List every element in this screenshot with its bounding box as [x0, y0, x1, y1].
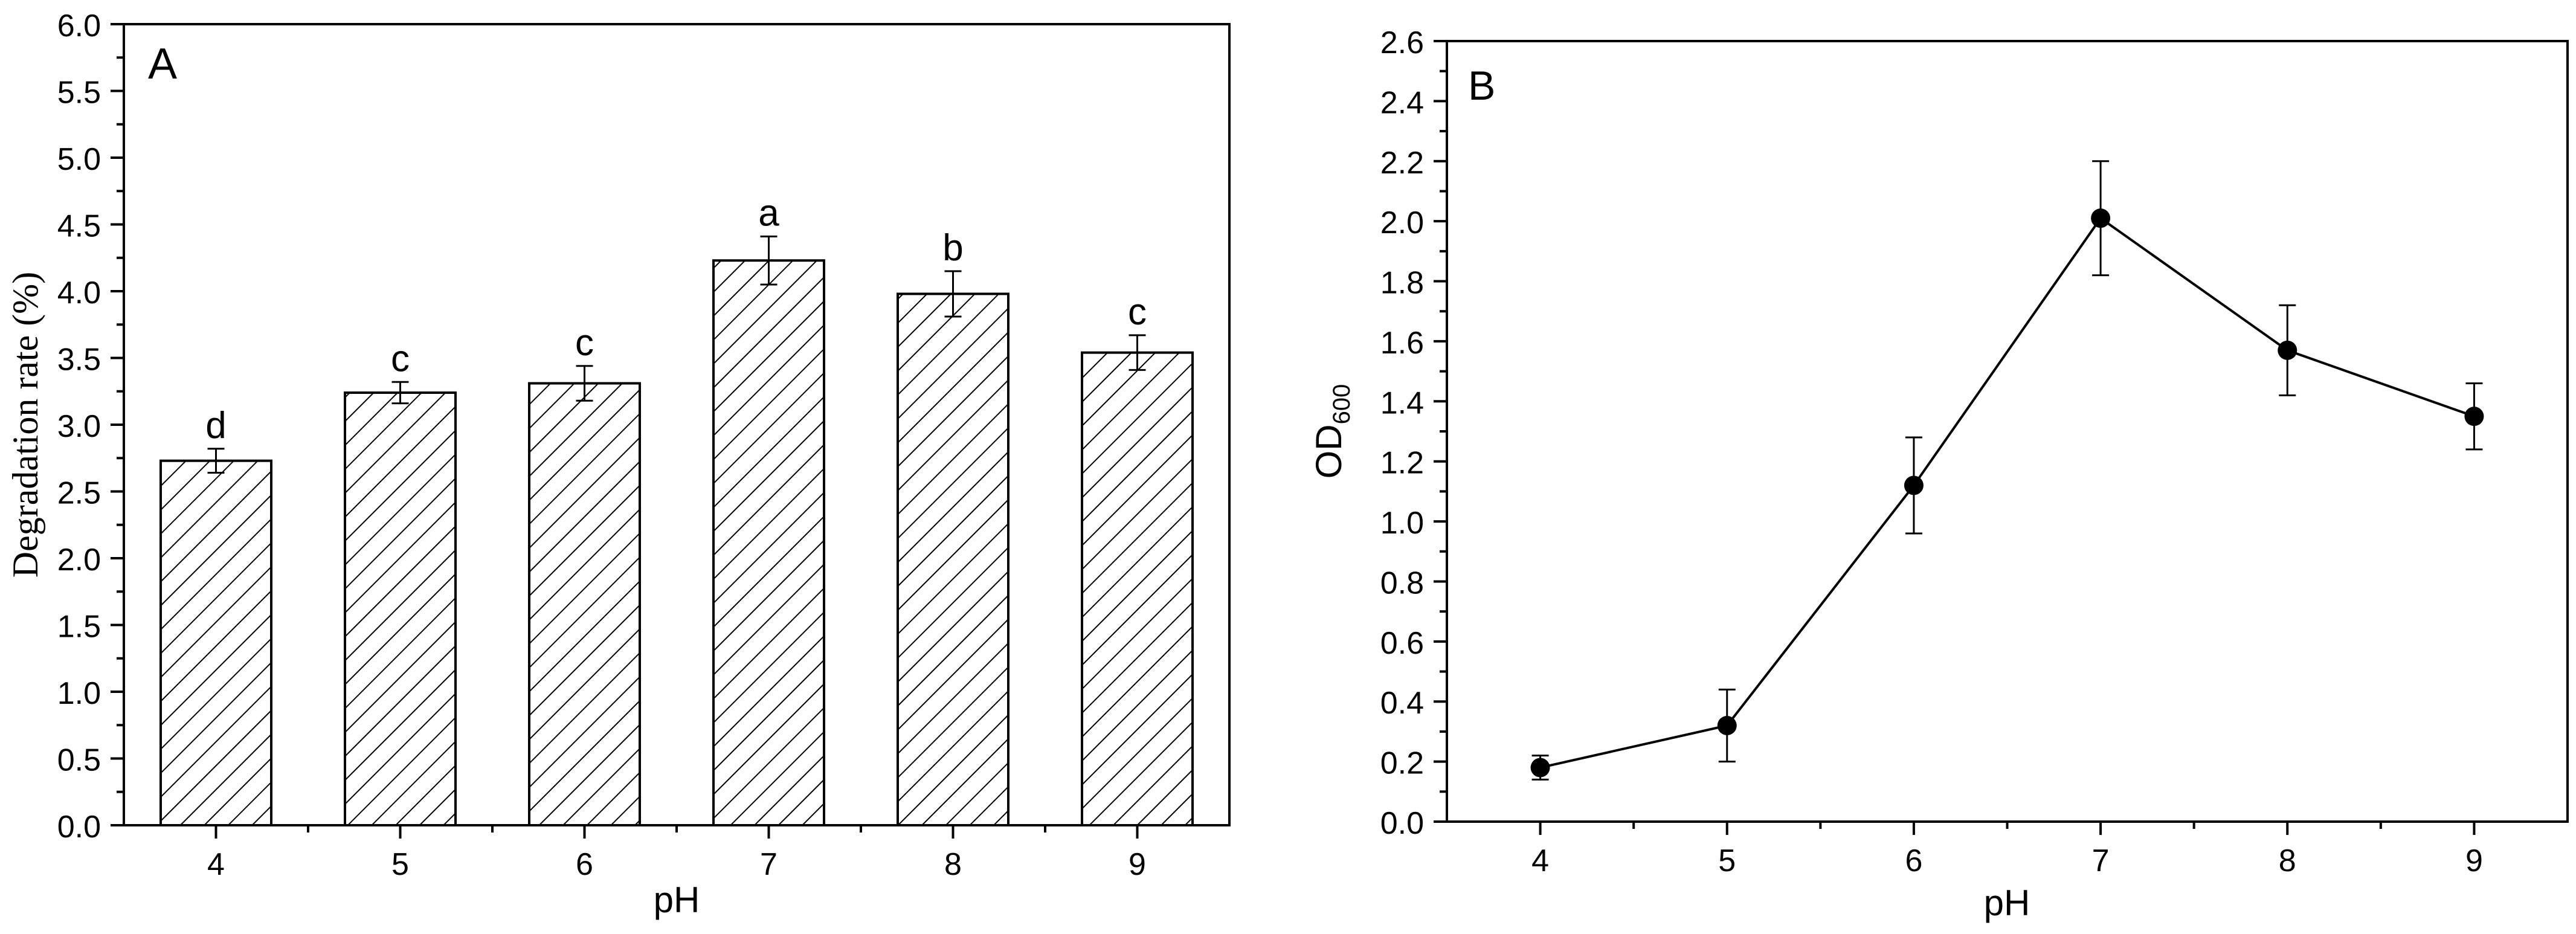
panel-a-y-tick-label: 3.5	[57, 343, 101, 378]
panel-b-y-tick-label: 1.8	[1380, 266, 1424, 301]
panel-a-y-tick-label: 0.0	[57, 810, 101, 845]
panel-b-y-axis: 0.0 0.2 0.4 0.6 0.8 1.0 1.2 1.4 1.6 1.8 2.0 2.2 2.4 2…	[1380, 25, 1447, 841]
panel-b-y-tick-label: 2.6	[1380, 25, 1424, 60]
panel-a-significance-letter: c	[1128, 291, 1147, 333]
panel-b-y-tick-label: 2.0	[1380, 205, 1424, 240]
panel-a-x-axis-label: pH	[654, 880, 700, 920]
panel-b-y-tick-label: 1.2	[1380, 446, 1424, 481]
panel-a-y-tick-label: 0.5	[57, 743, 101, 778]
panel-b-x-tick-label: 7	[2092, 843, 2110, 878]
panel-a-y-tick-label: 6.0	[57, 8, 101, 43]
panel-b-y-axis-label-subscript: 600	[1328, 384, 1355, 425]
panel-b-data-point	[1904, 475, 1924, 495]
panel-b-y-tick-label: 0.0	[1380, 806, 1424, 841]
panel-a-bars: d c c a b c	[159, 192, 1194, 827]
panel-a-bar	[344, 391, 457, 826]
panel-b-x-tick-label: 5	[1718, 843, 1736, 878]
panel-a-x-tick-label: 8	[944, 847, 962, 882]
panel-a-y-tick-label: 5.5	[57, 76, 101, 111]
panel-b-label: B	[1468, 63, 1495, 109]
panel-b-data-point	[1717, 715, 1737, 735]
panel-a-chart: 0.00.51.01.52.02.53.03.54.04.55.05.56.0 …	[5, 8, 1231, 920]
panel-a-bar	[1081, 351, 1194, 826]
panel-b-y-tick-label: 2.2	[1380, 146, 1424, 181]
panel-a-y-tick-label: 5.0	[57, 142, 101, 177]
panel-b-y-tick-label: 0.6	[1380, 626, 1424, 661]
panel-b-y-axis-label-main: OD	[1309, 424, 1349, 478]
panel-b-chart: 0.0 0.2 0.4 0.6 0.8 1.0 1.2 1.4 1.6 1.8 2.0 2.2 2.4 2…	[1309, 25, 2569, 923]
panel-b-x-axis-label: pH	[1984, 883, 2030, 923]
panel-b-y-tick-label: 2.4	[1380, 85, 1424, 120]
panel-b-series-line	[1540, 216, 2475, 769]
panel-b-y-tick-label: 1.6	[1380, 326, 1424, 361]
panel-b-y-axis-label: OD600	[1309, 384, 1355, 479]
panel-a-error-bar	[576, 365, 593, 402]
panel-a-y-tick-label: 2.5	[57, 476, 101, 511]
panel-a-y-axis-label: Degradation rate (%)	[5, 272, 45, 578]
panel-a-y-tick-label: 2.0	[57, 543, 101, 578]
panel-b-y-tick-label: 1.0	[1380, 506, 1424, 541]
panel-a-error-bar	[207, 448, 225, 474]
panel-a-bar	[159, 459, 272, 826]
panel-a-error-bar	[391, 381, 409, 405]
panel-a-significance-letter: a	[758, 192, 779, 234]
panel-b-x-axis: 4 5 6 7 8 9	[1531, 822, 2483, 878]
panel-a-x-tick-label: 5	[391, 847, 409, 882]
panel-b-y-tick-label: 0.8	[1380, 565, 1424, 601]
panel-b-series	[1530, 160, 2484, 781]
panel-b-x-tick-label: 8	[2279, 843, 2296, 878]
panel-b-data-point	[1530, 758, 1550, 778]
panel-b-y-tick-label: 0.4	[1380, 686, 1424, 721]
panel-a-bar	[712, 259, 825, 827]
panel-a-y-axis: 0.0 0.5 1.0 1.5 2.0 2.5 3.0 3.5 4.0 4.5 5.0 5.5 6.0	[57, 8, 124, 845]
panel-a-error-bar	[1129, 334, 1146, 371]
panel-a-y-tick-label: 4.0	[57, 275, 101, 311]
panel-a-error-bar	[944, 270, 962, 318]
panel-b-data-point	[2278, 340, 2297, 360]
panel-b-data-point	[2091, 208, 2111, 228]
panel-a-plot-frame	[123, 23, 1231, 826]
panel-a-significance-letter: c	[391, 338, 410, 379]
panel-a-x-tick-label: 9	[1129, 847, 1146, 882]
panel-a-y-tick-label: 1.5	[57, 610, 101, 645]
panel-a-bar	[897, 292, 1009, 827]
panel-a-label: A	[148, 40, 177, 88]
panel-a-x-tick-label: 7	[760, 847, 778, 882]
panel-a-y-tick-label: 1.0	[57, 676, 101, 711]
panel-b-y-tick-label: 0.2	[1380, 746, 1424, 781]
panel-a-x-axis: 4 5 6 7 8 9	[207, 825, 1146, 882]
panel-b-plot-frame	[1446, 40, 2569, 823]
panel-b-data-point	[2464, 407, 2484, 427]
panel-a-significance-letter: b	[942, 227, 963, 269]
panel-b-x-tick-label: 9	[2465, 843, 2483, 878]
panel-a-significance-letter: d	[205, 405, 226, 446]
panel-b-y-tick-label: 1.4	[1380, 385, 1424, 420]
panel-b-x-tick-label: 6	[1905, 843, 1922, 878]
panel-a-error-bar	[760, 235, 778, 286]
panel-a-x-tick-label: 6	[576, 847, 593, 882]
panel-b-x-tick-label: 4	[1531, 843, 1549, 878]
panel-a-y-tick-label: 4.5	[57, 209, 101, 244]
panel-a-significance-letter: c	[575, 322, 594, 364]
panel-a-bar	[528, 382, 641, 826]
panel-a-y-tick-label: 3.0	[57, 409, 101, 444]
panel-a-x-tick-label: 4	[207, 847, 225, 882]
